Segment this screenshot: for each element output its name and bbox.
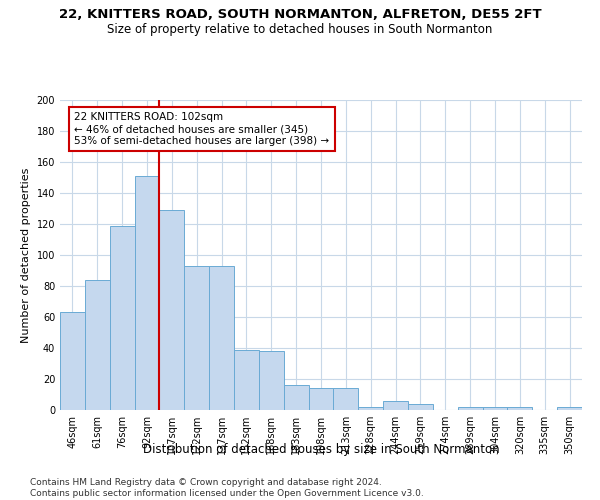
Bar [134,176,160,410]
Text: Contains HM Land Registry data © Crown copyright and database right 2024.
Contai: Contains HM Land Registry data © Crown c… [30,478,424,498]
Text: Size of property relative to detached houses in South Normanton: Size of property relative to detached ho… [107,22,493,36]
Bar [209,266,234,410]
Bar [458,407,482,410]
Bar [259,351,284,410]
Bar [160,210,184,410]
Bar [60,312,85,410]
Y-axis label: Number of detached properties: Number of detached properties [21,168,31,342]
Bar [508,407,532,410]
Bar [284,385,308,410]
Bar [557,407,582,410]
Bar [358,407,383,410]
Bar [308,388,334,410]
Text: Distribution of detached houses by size in South Normanton: Distribution of detached houses by size … [143,442,499,456]
Bar [383,400,408,410]
Text: 22, KNITTERS ROAD, SOUTH NORMANTON, ALFRETON, DE55 2FT: 22, KNITTERS ROAD, SOUTH NORMANTON, ALFR… [59,8,541,20]
Bar [184,266,209,410]
Bar [482,407,508,410]
Bar [408,404,433,410]
Bar [110,226,134,410]
Bar [234,350,259,410]
Bar [334,388,358,410]
Bar [85,280,110,410]
Text: 22 KNITTERS ROAD: 102sqm
← 46% of detached houses are smaller (345)
53% of semi-: 22 KNITTERS ROAD: 102sqm ← 46% of detach… [74,112,329,146]
